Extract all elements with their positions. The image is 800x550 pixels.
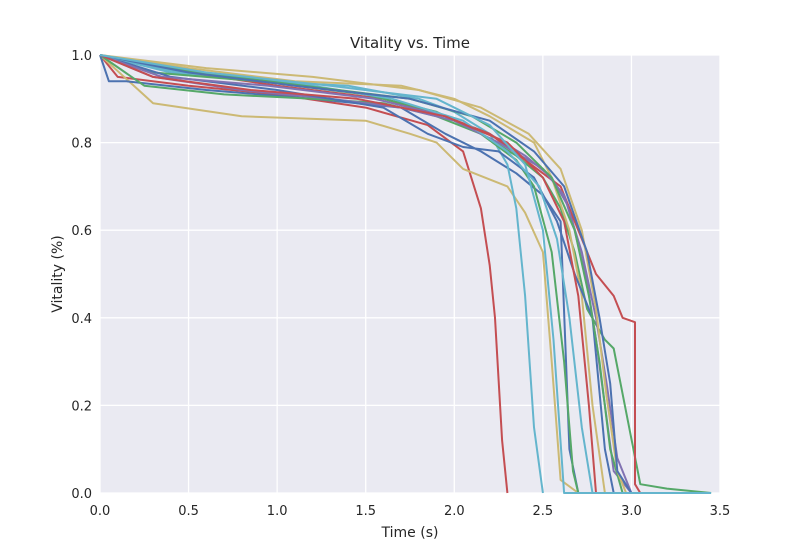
x-tick-label: 0.0 [90, 504, 111, 519]
x-tick-label: 1.0 [267, 504, 288, 519]
series-line-2 [99, 54, 650, 494]
plot-background [100, 55, 720, 493]
series-line-14 [99, 54, 628, 494]
y-tick-label: 0.0 [71, 487, 92, 502]
chart-title: Vitality vs. Time [350, 34, 470, 52]
series-line-7 [99, 54, 685, 494]
grid-lines [99, 54, 721, 494]
y-tick-labels: 0.0 0.2 0.4 0.6 0.8 1.0 [71, 49, 92, 502]
x-tick-label: 2.5 [533, 504, 554, 519]
y-tick-label: 1.0 [71, 49, 92, 64]
y-tick-label: 0.4 [71, 312, 92, 327]
y-tick-label: 0.8 [71, 137, 92, 152]
x-axis-label: Time (s) [381, 525, 439, 541]
series-layer [99, 54, 712, 494]
series-line-1 [99, 54, 509, 494]
y-tick-label: 0.6 [71, 224, 92, 239]
x-tick-label: 1.5 [355, 504, 376, 519]
series-line-16 [99, 54, 633, 494]
y-axis-label: Vitality (%) [50, 235, 66, 312]
x-tick-label: 3.5 [710, 504, 731, 519]
x-tick-label: 3.0 [621, 504, 642, 519]
series-line-15 [99, 54, 597, 494]
x-tick-labels: 0.0 0.5 1.0 1.5 2.0 2.5 3.0 3.5 [90, 504, 731, 519]
series-line-17 [99, 54, 712, 494]
y-tick-label: 0.2 [71, 399, 92, 414]
x-tick-label: 2.0 [444, 504, 465, 519]
x-tick-label: 0.5 [178, 504, 199, 519]
